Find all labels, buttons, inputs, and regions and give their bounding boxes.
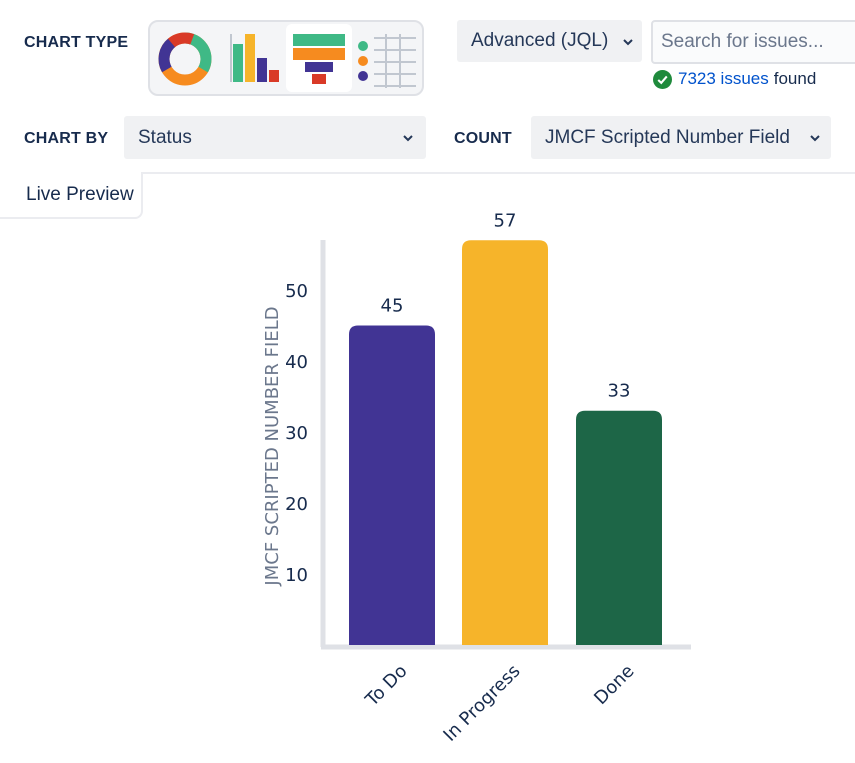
chevron-down-icon [623, 39, 633, 46]
issue-search-input[interactable] [651, 20, 855, 64]
chart-by-label: CHART BY [24, 130, 109, 147]
table-chart-icon [358, 34, 416, 88]
chart-type-funnel-option[interactable] [286, 24, 352, 92]
chart-by-dropdown[interactable]: Status [124, 116, 426, 159]
bar-to-do [349, 325, 435, 645]
bar-chart-icon [230, 34, 279, 82]
count-field-dropdown[interactable]: JMCF Scripted Number Field [531, 116, 831, 159]
x-tick-label: In Progress [439, 661, 524, 746]
x-tick-label: To Do [361, 661, 412, 712]
data-label: 57 [494, 210, 517, 231]
y-tick-label: 50 [285, 281, 308, 302]
chevron-down-icon [403, 135, 413, 142]
y-tick-label: 20 [285, 494, 308, 515]
bar-in-progress [462, 240, 548, 646]
chart-type-donut-option[interactable] [154, 24, 220, 92]
query-mode-dropdown[interactable]: Advanced (JQL) [457, 20, 642, 62]
funnel-chart-icon [293, 34, 345, 84]
section-divider [0, 172, 855, 174]
count-field-value: JMCF Scripted Number Field [545, 126, 790, 148]
check-circle-icon [653, 69, 672, 89]
live-preview-label: Live Preview [26, 183, 134, 205]
chart-type-label: CHART TYPE [24, 34, 129, 51]
chart-type-table-option[interactable] [352, 24, 418, 92]
chart-type-bar-option[interactable] [220, 24, 286, 92]
issues-found-text: found [773, 69, 817, 88]
live-preview-tab[interactable]: Live Preview [0, 172, 143, 219]
y-tick-label: 30 [285, 423, 308, 444]
chart-type-selector [148, 20, 424, 96]
chevron-down-icon [810, 135, 820, 142]
y-tick-label: 40 [285, 352, 308, 373]
y-tick-label: 10 [285, 565, 308, 586]
issues-found-status: 7323 issues found [653, 69, 816, 89]
issues-count-link[interactable]: 7323 issues [678, 69, 769, 88]
x-tick-label: Done [590, 661, 638, 709]
bar-done [576, 410, 662, 645]
donut-chart-icon [158, 32, 212, 86]
count-label: COUNT [454, 130, 512, 147]
query-mode-value: Advanced (JQL) [471, 30, 609, 51]
data-label: 45 [381, 296, 404, 317]
chart-by-value: Status [138, 126, 192, 148]
y-axis-label: JMCF SCRIPTED NUMBER FIELD [262, 306, 283, 586]
data-label: 33 [608, 381, 631, 402]
